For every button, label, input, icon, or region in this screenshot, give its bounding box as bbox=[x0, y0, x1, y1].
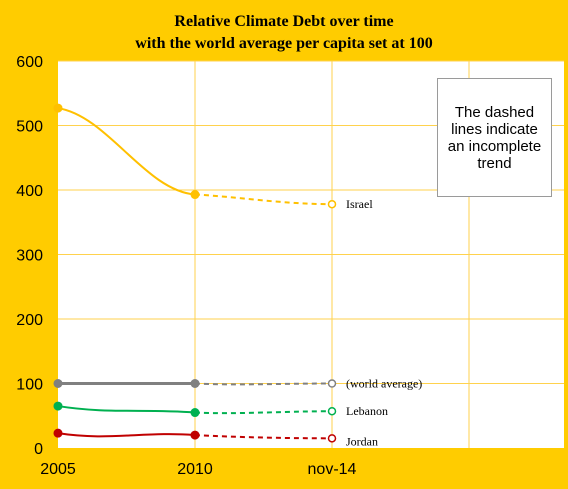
x-tick-label: nov-14 bbox=[308, 461, 357, 478]
data-point bbox=[53, 103, 63, 113]
axes: 0 100 200 300 400 500 600 2005 2010 nov-14 bbox=[16, 54, 356, 478]
y-tick-label: 300 bbox=[16, 248, 43, 265]
data-point bbox=[190, 430, 200, 440]
note-box: The dashed lines indicate an incomplete … bbox=[437, 78, 552, 197]
series-group bbox=[53, 103, 337, 443]
series-line-dashed bbox=[194, 434, 333, 440]
chart-title-line2: with the world average per capita set at… bbox=[135, 35, 432, 52]
data-point-open bbox=[327, 379, 337, 388]
data-point bbox=[190, 379, 200, 388]
series-label: (world average) bbox=[346, 377, 422, 391]
series-label: Jordan bbox=[346, 434, 378, 448]
y-tick-label: 200 bbox=[16, 312, 43, 329]
data-point bbox=[190, 190, 200, 200]
x-tick-label: 2005 bbox=[40, 461, 76, 478]
series-line-dashed bbox=[194, 410, 333, 415]
series-line-dashed bbox=[194, 193, 333, 206]
series-label: Israel bbox=[346, 197, 373, 211]
data-point bbox=[190, 408, 200, 418]
data-point-open bbox=[327, 199, 337, 209]
chart-title-line1: Relative Climate Debt over time bbox=[174, 13, 393, 30]
data-point bbox=[53, 379, 63, 388]
y-tick-label: 0 bbox=[34, 441, 43, 458]
data-point-open bbox=[327, 434, 337, 443]
series-line-solid bbox=[57, 405, 196, 414]
y-tick-label: 400 bbox=[16, 183, 43, 200]
y-tick-label: 600 bbox=[16, 54, 43, 71]
y-tick-label: 100 bbox=[16, 377, 43, 394]
x-tick-label: 2010 bbox=[177, 461, 213, 478]
data-point bbox=[53, 401, 63, 411]
data-point bbox=[53, 428, 63, 438]
series-line-solid bbox=[57, 432, 196, 438]
y-tick-label: 500 bbox=[16, 119, 43, 136]
series-line-solid bbox=[57, 107, 196, 196]
series-label: Lebanon bbox=[346, 404, 388, 418]
series-labels: Israel (world average) Lebanon Jordan bbox=[346, 197, 422, 448]
data-point-open bbox=[327, 406, 337, 416]
series-line-dashed bbox=[194, 382, 333, 386]
